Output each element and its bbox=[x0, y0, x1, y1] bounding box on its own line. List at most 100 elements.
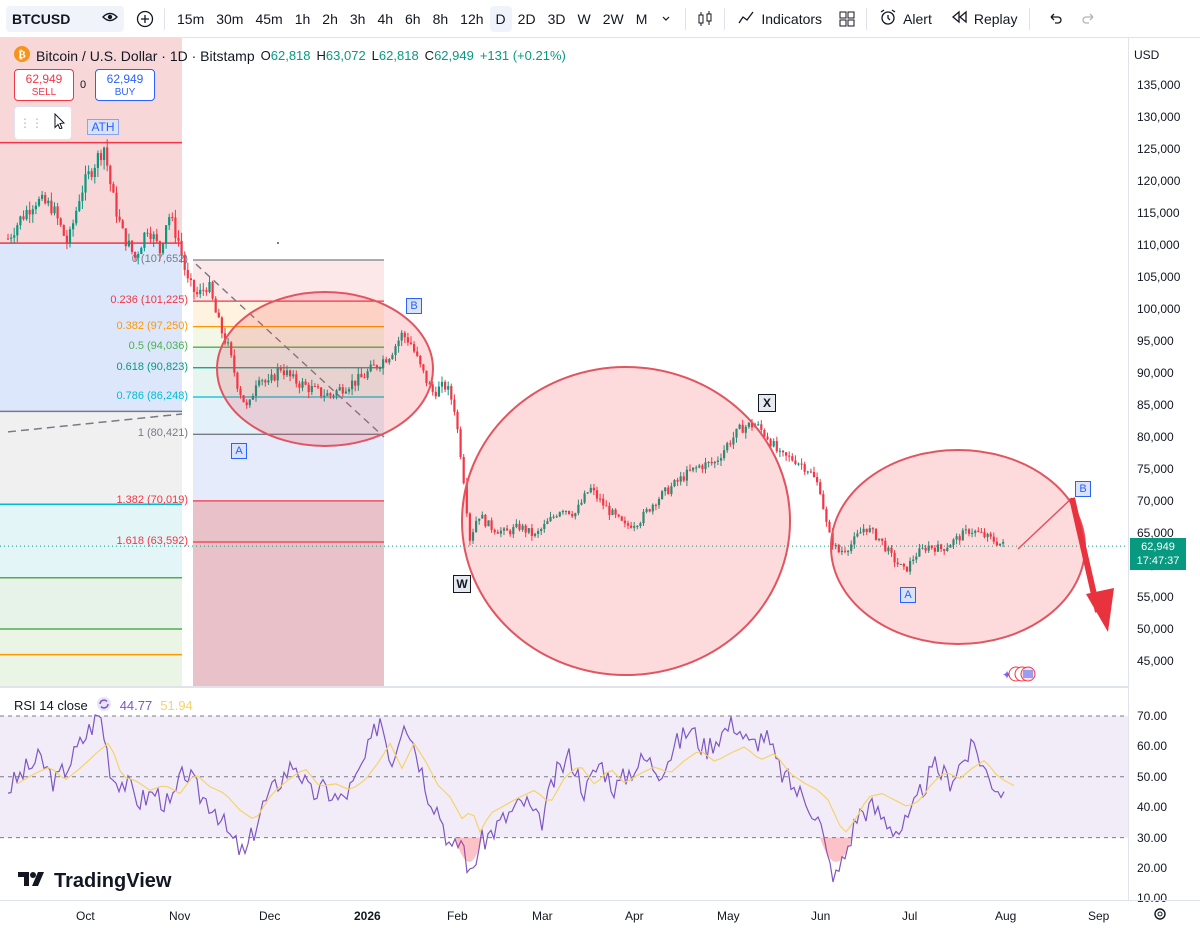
candle-body bbox=[152, 234, 155, 240]
candle-body bbox=[171, 217, 174, 219]
candle-body bbox=[695, 467, 698, 469]
candle-body bbox=[518, 523, 521, 530]
candle-body bbox=[53, 206, 56, 214]
ath-label: ATH bbox=[87, 119, 119, 135]
time-axis[interactable]: Oct Nov Dec 2026 Feb Mar Apr May Jun Jul Aug Sep bbox=[0, 900, 1200, 928]
projection-line[interactable] bbox=[1017, 497, 1073, 550]
candle-body bbox=[884, 540, 887, 552]
symbol-search[interactable]: BTCUSD bbox=[6, 5, 124, 32]
pattern-ellipse[interactable] bbox=[461, 366, 791, 676]
pane-divider[interactable] bbox=[0, 686, 1128, 688]
candle-body bbox=[899, 563, 902, 565]
interval-1h[interactable]: 1h bbox=[294, 10, 311, 27]
price-tick: 55,000 bbox=[1137, 590, 1174, 604]
candle-body bbox=[788, 455, 791, 457]
interval-15m[interactable]: 15m bbox=[177, 10, 205, 27]
interval-2w[interactable]: 2W bbox=[602, 10, 624, 27]
settings-gear-icon[interactable] bbox=[1152, 906, 1168, 925]
candle-body bbox=[475, 520, 478, 533]
candle-body bbox=[651, 504, 654, 512]
wave-label-b: B bbox=[406, 298, 422, 314]
interval-3h[interactable]: 3h bbox=[349, 10, 366, 27]
buy-button[interactable]: 62,949 BUY bbox=[95, 69, 155, 101]
price-tick: 135,000 bbox=[1137, 78, 1181, 92]
candle-body bbox=[781, 450, 785, 453]
time-tick: Feb bbox=[447, 909, 468, 923]
interval-6h[interactable]: 6h bbox=[405, 10, 421, 27]
rsi-pane[interactable] bbox=[0, 688, 1128, 900]
interval-w[interactable]: W bbox=[577, 10, 591, 27]
candle-body bbox=[134, 251, 137, 258]
rsi-value: 44.77 bbox=[119, 698, 153, 713]
candle-body bbox=[657, 499, 661, 506]
last-price: 62,949 bbox=[1141, 541, 1175, 553]
layouts-grid-icon[interactable] bbox=[834, 6, 860, 32]
interval-12h[interactable]: 12h bbox=[460, 10, 484, 27]
candle-body bbox=[16, 225, 19, 236]
interval-2h[interactable]: 2h bbox=[322, 10, 338, 27]
candle-body bbox=[177, 237, 180, 241]
interval-8h[interactable]: 8h bbox=[432, 10, 449, 27]
candle-body bbox=[248, 399, 251, 406]
interval-m[interactable]: M bbox=[635, 10, 648, 27]
interval-3d[interactable]: 3D bbox=[547, 10, 566, 27]
candle-body bbox=[595, 490, 599, 499]
candle-body bbox=[301, 381, 304, 388]
add-compare-icon[interactable] bbox=[132, 6, 158, 32]
candle-body bbox=[803, 464, 806, 472]
alert-button[interactable]: Alert bbox=[873, 6, 938, 32]
indicators-button[interactable]: Indicators bbox=[731, 6, 828, 32]
refresh-icon[interactable] bbox=[96, 696, 112, 715]
pattern-ellipse[interactable] bbox=[830, 449, 1086, 645]
tradingview-mark-icon bbox=[18, 870, 48, 893]
trend-line[interactable] bbox=[195, 263, 385, 438]
candle-body bbox=[347, 389, 351, 392]
candle-body bbox=[673, 480, 676, 487]
candle-body bbox=[800, 463, 803, 465]
drag-handle-icon[interactable]: ⋮⋮ bbox=[19, 116, 43, 130]
spread-value: 0 bbox=[80, 79, 87, 91]
candle-body bbox=[65, 235, 68, 244]
interval-d[interactable]: D bbox=[489, 5, 512, 32]
candle-body bbox=[636, 526, 639, 528]
main-chart-pane[interactable] bbox=[0, 38, 1128, 686]
interval-2d[interactable]: 2D bbox=[517, 10, 536, 27]
candle-body bbox=[220, 317, 223, 334]
candle-body bbox=[378, 368, 382, 370]
tradingview-logo[interactable]: TradingView bbox=[18, 870, 171, 893]
chevron-down-icon[interactable] bbox=[653, 6, 679, 32]
currency-selector[interactable]: USD bbox=[1134, 48, 1160, 62]
wave-label-b2: B bbox=[1075, 481, 1091, 497]
candle-body bbox=[772, 441, 775, 447]
candle-body bbox=[84, 174, 87, 193]
candle-body bbox=[217, 312, 220, 318]
candle-body bbox=[295, 374, 298, 384]
redo-icon[interactable] bbox=[1076, 6, 1102, 32]
pattern-ellipse[interactable] bbox=[216, 291, 434, 447]
sell-button[interactable]: 62,949 SELL bbox=[14, 69, 74, 101]
interval-30m[interactable]: 30m bbox=[216, 10, 244, 27]
candle-body bbox=[161, 243, 165, 254]
rsi-canvas[interactable] bbox=[0, 688, 1128, 900]
cursor-tool[interactable]: ⋮⋮ bbox=[14, 106, 72, 140]
candle-body bbox=[893, 552, 896, 563]
price-tick: 90,000 bbox=[1137, 366, 1174, 380]
candle-body bbox=[425, 370, 428, 384]
candle-body bbox=[760, 424, 763, 430]
price-scale[interactable]: USD 135,000 130,000 125,000 120,000 115,000 1… bbox=[1128, 38, 1200, 905]
candle-body bbox=[785, 452, 788, 456]
news-flag-icon[interactable]: ✦ bbox=[1002, 665, 1036, 683]
price-chart-canvas[interactable] bbox=[0, 38, 1128, 686]
candle-body bbox=[230, 342, 233, 356]
replay-button[interactable]: Replay bbox=[944, 6, 1024, 32]
replay-label: Replay bbox=[973, 10, 1018, 27]
candle-type-icon[interactable] bbox=[692, 6, 718, 32]
interval-4h[interactable]: 4h bbox=[377, 10, 394, 27]
interval-45m[interactable]: 45m bbox=[255, 10, 283, 27]
candle-body bbox=[298, 383, 301, 388]
undo-icon[interactable] bbox=[1042, 6, 1068, 32]
candle-body bbox=[868, 528, 871, 532]
candle-body bbox=[682, 476, 685, 481]
trend-line[interactable] bbox=[7, 413, 183, 433]
candle-body bbox=[626, 523, 630, 526]
